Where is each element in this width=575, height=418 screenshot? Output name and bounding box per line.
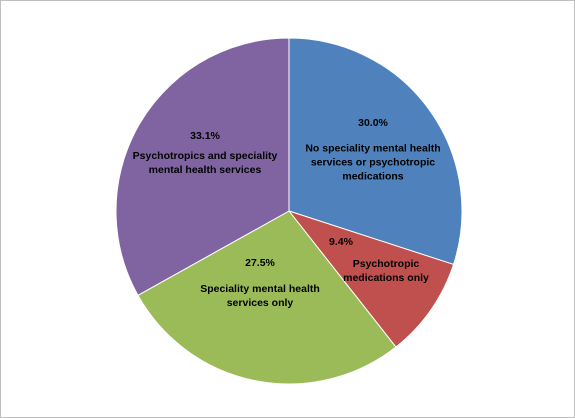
pie-slice bbox=[137, 210, 397, 385]
pie-slice bbox=[288, 37, 463, 266]
pie-slice bbox=[287, 210, 455, 348]
data-label: 27.5% bbox=[245, 256, 275, 269]
pie-slice bbox=[115, 37, 290, 296]
category-label: No speciality mental health services or … bbox=[305, 142, 441, 184]
data-label: 33.1% bbox=[190, 129, 220, 142]
data-label: 9.4% bbox=[329, 235, 353, 248]
category-label: Psychotropic medications only bbox=[343, 257, 429, 284]
category-label: Speciality mental health services only bbox=[200, 282, 320, 309]
category-label: Psychotropics and speciality mental heal… bbox=[132, 149, 278, 176]
data-label: 30.0% bbox=[358, 116, 388, 129]
